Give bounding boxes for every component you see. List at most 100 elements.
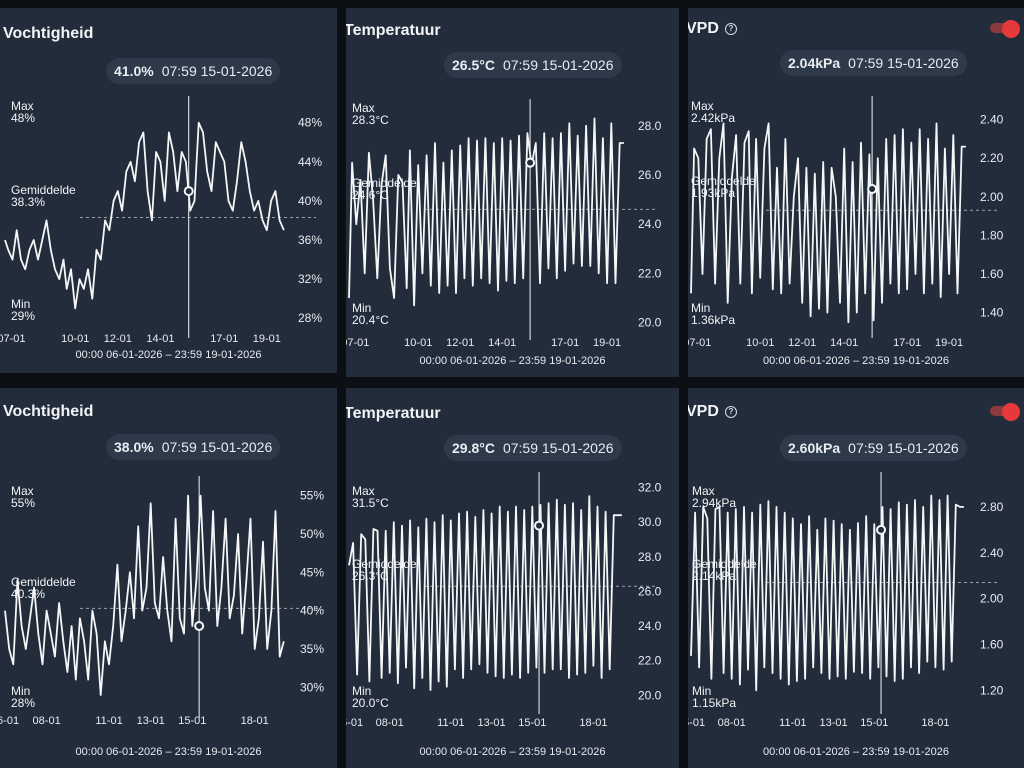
average-value: 26.3°C: [352, 569, 389, 583]
readout-time: 07:59 15-01-2026: [848, 440, 959, 456]
y-tick-label: 28.0: [638, 550, 662, 564]
date-range: 00:00 06-01-2026 – 23:59 19-01-2026: [763, 746, 949, 758]
y-tick-label: 20.0: [638, 316, 662, 330]
readout-time: 07:59 15-01-2026: [502, 57, 614, 73]
panel-title: Vochtigheid: [3, 403, 94, 420]
max-label: Max: [691, 99, 714, 113]
max-label: Max: [11, 484, 34, 498]
average-value: 24.6°C: [352, 188, 389, 202]
series-line: [348, 117, 624, 307]
readout-pill: 38.0% 07:59 15-01-2026: [106, 434, 281, 460]
max-value: 31.5°C: [352, 496, 389, 510]
cursor-marker: [183, 186, 194, 197]
average-label: Gemiddelde: [692, 557, 757, 571]
info-icon[interactable]: ?: [724, 406, 737, 418]
min-label: Min: [691, 301, 711, 315]
y-tick-label: 2.40: [980, 113, 1004, 127]
max-label: Max: [692, 484, 715, 498]
readout-time: 07:59 15-01-2026: [502, 440, 614, 456]
readout-pill: 26.5°C 07:59 15-01-2026: [444, 52, 622, 78]
y-tick-label: 2.00: [980, 190, 1004, 204]
x-tick-label: 14-01: [146, 333, 174, 345]
vpd-panel-top: 1.40 1.60 1.80 2.00 2.20 2.40 07-01 10-01 12-01 1…: [688, 8, 1024, 377]
x-tick-label: 15-01: [860, 717, 888, 729]
readout-value: 41.0%: [114, 63, 154, 79]
x-tick-label: 12-01: [446, 337, 474, 349]
x-tick-label: 07-01: [0, 333, 25, 345]
x-tick-label: 11-01: [779, 717, 806, 729]
readout-pill: 41.0% 07:59 15-01-2026: [106, 58, 281, 84]
y-tick-label: 26.0: [638, 584, 662, 598]
y-tick-label: 1.60: [980, 267, 1004, 281]
x-tick-label: 10-01: [61, 333, 89, 345]
x-tick-label: 13-01: [820, 717, 848, 729]
readout-value: 29.8°C: [452, 440, 495, 456]
date-range: 00:00 06-01-2026 – 23:59 19-01-2026: [75, 746, 262, 758]
y-tick-label: 22.0: [638, 654, 662, 668]
humidity-chart-top: 28% 32% 36% 40% 44% 48% 07-01 10-01 12-01 14-01 17…: [0, 96, 322, 345]
max-value: 2.42kPa: [691, 111, 736, 125]
vpd-chart-bottom: 1.20 1.60 2.00 2.40 2.80 06-01 08-01 11-01 13-01…: [688, 472, 1004, 729]
readout-value: 38.0%: [114, 439, 154, 455]
min-value: 1.36kPa: [691, 313, 736, 327]
cursor-marker: [867, 184, 878, 195]
x-tick-label: 17-01: [551, 337, 579, 349]
y-tick-label: 1.20: [980, 683, 1004, 697]
y-tick-label: 2.20: [980, 151, 1004, 165]
x-tick-label: 19-01: [935, 337, 963, 349]
info-icon[interactable]: ?: [724, 23, 737, 35]
date-range: 00:00 06-01-2026 – 23:59 19-01-2026: [419, 746, 606, 758]
readout-pill: 2.60kPa 07:59 15-01-2026: [780, 435, 967, 461]
max-label: Max: [352, 101, 375, 115]
y-tick-label: 45%: [300, 565, 324, 579]
panel-title: Temperatuur: [346, 22, 441, 39]
y-tick-label: 32.0: [638, 480, 662, 494]
y-tick-label: 28.0: [638, 119, 662, 133]
average-label: Gemiddelde: [691, 174, 756, 188]
y-tick-label: 24.0: [638, 217, 662, 231]
y-tick-label: 1.80: [980, 228, 1004, 242]
readout-value: 26.5°C: [452, 57, 495, 73]
min-value: 1.15kPa: [692, 696, 737, 710]
y-tick-label: 50%: [300, 527, 324, 541]
readout-time: 07:59 15-01-2026: [848, 55, 959, 71]
x-tick-label: 08-01: [33, 715, 61, 727]
y-tick-label: 30%: [300, 680, 324, 694]
panel-title: VPD?: [688, 403, 737, 421]
toggle-switch-icon[interactable]: [990, 403, 1020, 421]
x-tick-label: 18-01: [241, 715, 269, 727]
min-label: Min: [11, 297, 31, 311]
max-value: 2.94kPa: [692, 496, 737, 510]
date-range: 00:00 06-01-2026 – 23:59 19-01-2026: [419, 355, 606, 367]
vpd-panel-bottom: 1.20 1.60 2.00 2.40 2.80 06-01 08-01 11-01 13-01…: [688, 388, 1024, 768]
y-tick-label: 30.0: [638, 515, 662, 529]
panel-title: VPD?: [688, 20, 737, 38]
min-label: Min: [692, 684, 712, 698]
cursor-marker: [525, 157, 536, 168]
series-line: [4, 494, 285, 696]
readout-pill: 29.8°C 07:59 15-01-2026: [444, 435, 622, 461]
max-value: 28.3°C: [352, 113, 389, 127]
x-tick-label: 14-01: [830, 337, 858, 349]
average-value: 40.3%: [11, 587, 46, 601]
max-label: Max: [11, 99, 34, 113]
average-value: 38.3%: [11, 195, 46, 209]
y-tick-label: 2.80: [980, 500, 1004, 514]
y-tick-label: 24.0: [638, 619, 662, 633]
x-tick-label: 14-01: [488, 337, 516, 349]
min-value: 29%: [11, 309, 36, 323]
x-tick-label: 13-01: [478, 717, 506, 729]
x-tick-label: 06-01: [0, 715, 19, 727]
y-tick-label: 2.40: [980, 546, 1004, 560]
readout-value: 2.04kPa: [788, 55, 841, 71]
x-tick-label: 08-01: [376, 717, 404, 729]
temperature-panel-top: 20.0 22.0 24.0 26.0 28.0 07-01 10-01 12-01 14-01…: [346, 8, 679, 377]
min-label: Min: [11, 684, 31, 698]
min-value: 20.0°C: [352, 696, 389, 710]
y-tick-label: 28%: [298, 311, 322, 325]
humidity-panel-bottom: 30% 35% 40% 45% 50% 55% 06-01 08-01 11-01 13-01 15…: [0, 388, 337, 768]
x-tick-label: 13-01: [137, 715, 165, 727]
panel-title: Temperatuur: [346, 405, 441, 422]
average-label: Gemiddelde: [352, 557, 417, 571]
toggle-switch-icon[interactable]: [990, 20, 1020, 38]
